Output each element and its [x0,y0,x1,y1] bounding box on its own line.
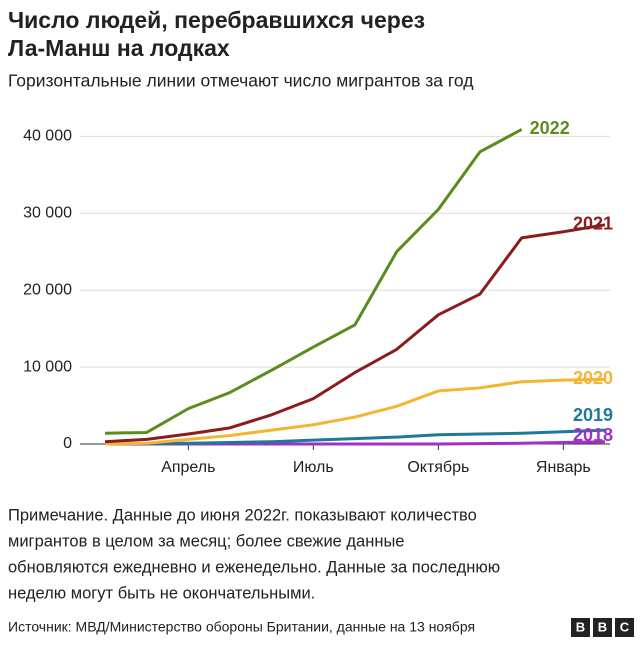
y-tick-label: 40 000 [23,128,72,145]
series-line [104,128,523,435]
x-tick-label: Январь [536,459,591,476]
logo-letter: B [598,619,607,634]
note: неделю могут быть не окончательными. [8,584,315,602]
note: Примечание. Данные до июня 2022г. показы… [8,506,477,524]
source: Источник: МВД/Министерство обороны Брита… [8,619,475,635]
legend-label: 2019 [573,405,613,425]
chart-subtitle: Горизонтальные линии отмечают число мигр… [8,71,473,91]
note: обновляются ежедневно и еженедельно. Дан… [8,558,500,576]
logo: B B C [571,618,634,637]
note: мигрантов в целом за месяц; более свежие… [8,532,404,550]
series-line [104,377,606,446]
chart-title: Число людей, перебравшихся через [8,7,425,33]
logo-box [571,618,590,637]
legend-label: 2018 [573,425,613,445]
logo-box [615,618,634,637]
logo-letter: B [576,619,585,634]
y-tick-label: 20 000 [23,281,72,298]
legend-label: 2021 [573,214,613,234]
legend-label: 2020 [573,368,613,388]
logo-letter: C [620,619,630,634]
y-tick-label: 10 000 [23,358,72,375]
series-line [104,428,606,446]
x-tick-label: Апрель [161,459,215,476]
legend-label: 2022 [530,118,570,138]
chart-title: Ла-Манш на лодках [8,35,230,61]
y-tick-label: 0 [63,435,72,452]
x-tick-label: Июль [293,459,334,476]
y-tick-label: 30 000 [23,205,72,222]
series-line [104,223,606,444]
logo-box [593,618,612,637]
x-tick-label: Октябрь [407,459,469,476]
